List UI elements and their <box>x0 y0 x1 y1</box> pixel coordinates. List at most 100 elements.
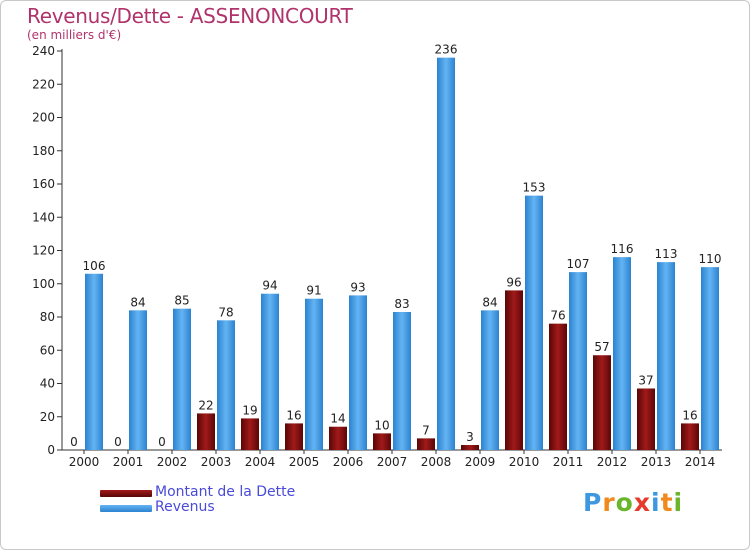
debt-bar-label: 76 <box>550 309 565 323</box>
legend-label-debt: Montant de la Dette <box>155 484 296 500</box>
debt-bar-label: 0 <box>70 435 78 449</box>
revenue-bar <box>129 310 147 450</box>
revenue-bar <box>217 320 235 450</box>
debt-bar-label: 57 <box>594 340 609 354</box>
revenue-bar-label: 84 <box>130 295 145 309</box>
revenue-bar <box>261 293 279 450</box>
revenue-bar <box>349 295 367 450</box>
revenue-bar-label: 107 <box>567 257 590 271</box>
debt-bar-label: 16 <box>682 408 697 422</box>
debt-bar-label: 16 <box>286 408 301 422</box>
logo-letter: r <box>602 488 616 517</box>
debt-bar <box>461 445 479 450</box>
x-tick-label: 2005 <box>289 455 320 469</box>
y-tick-label: 180 <box>32 144 55 158</box>
x-tick-label: 2010 <box>509 455 540 469</box>
revenue-bar <box>305 298 323 450</box>
logo-letter: x <box>633 488 651 517</box>
x-tick-label: 2000 <box>69 455 100 469</box>
revenue-bar-label: 85 <box>174 294 189 308</box>
proxiti-logo: Proxiti <box>583 488 683 517</box>
y-tick-label: 100 <box>32 277 55 291</box>
debt-bar-label: 19 <box>242 403 257 417</box>
y-tick-label: 120 <box>32 244 55 258</box>
revenue-bar-label: 113 <box>655 247 678 261</box>
logo-letter: i <box>651 488 661 517</box>
debt-bar <box>593 355 611 450</box>
revenue-bar-label: 106 <box>83 259 106 273</box>
debt-bar <box>241 418 259 450</box>
revenue-bar-label: 91 <box>306 284 321 298</box>
y-tick-label: 20 <box>40 410 55 424</box>
revenue-bar <box>657 262 675 450</box>
y-tick-label: 60 <box>40 343 55 357</box>
debt-bar <box>637 388 655 450</box>
debt-bar-label: 10 <box>374 418 389 432</box>
revenue-bar <box>437 57 455 451</box>
x-tick-label: 2011 <box>553 455 584 469</box>
y-tick-label: 160 <box>32 177 55 191</box>
y-tick-label: 0 <box>47 443 55 457</box>
logo-letter: i <box>673 488 684 517</box>
x-tick-label: 2001 <box>113 455 144 469</box>
debt-bar-label: 7 <box>422 423 430 437</box>
debt-bar-label: 0 <box>158 435 166 449</box>
y-tick-label: 220 <box>32 77 55 91</box>
logo-letter: t <box>660 488 674 517</box>
x-tick-label: 2012 <box>597 455 628 469</box>
revenue-bar <box>85 273 103 450</box>
debt-bar <box>681 423 699 450</box>
x-tick-label: 2007 <box>377 455 408 469</box>
debt-bar <box>285 423 303 450</box>
revenue-bar-label: 110 <box>699 252 722 266</box>
x-tick-label: 2013 <box>641 455 672 469</box>
debt-bar <box>373 433 391 450</box>
debt-bar-label: 14 <box>330 412 345 426</box>
x-tick-label: 2008 <box>421 455 452 469</box>
debt-bar-label: 96 <box>506 275 521 289</box>
revenue-bar-label: 78 <box>218 305 233 319</box>
legend-label-revenue: Revenus <box>155 499 215 515</box>
debt-bar <box>505 290 523 450</box>
revenue-bar-label: 236 <box>435 43 458 57</box>
x-tick-label: 2004 <box>245 455 276 469</box>
revenue-bar <box>613 257 631 450</box>
debt-bar <box>197 413 215 450</box>
logo-letter: P <box>583 488 603 517</box>
y-tick-label: 40 <box>40 377 55 391</box>
y-tick-label: 200 <box>32 111 55 125</box>
revenue-bar <box>701 267 719 450</box>
debt-bar <box>549 323 567 450</box>
debt-bar-label: 0 <box>114 435 122 449</box>
debt-bar-label: 37 <box>638 373 653 387</box>
x-tick-label: 2014 <box>685 455 716 469</box>
debt-bar-label: 3 <box>466 430 474 444</box>
y-tick-label: 240 <box>32 44 55 58</box>
x-tick-label: 2006 <box>333 455 364 469</box>
revenue-bar-label: 83 <box>394 297 409 311</box>
debt-bar <box>329 426 347 450</box>
chart-subtitle: (en milliers d'€) <box>27 28 122 42</box>
revenue-bar <box>481 310 499 450</box>
x-tick-label: 2009 <box>465 455 496 469</box>
legend-swatch-revenue <box>100 505 152 512</box>
revenue-bar-label: 84 <box>482 295 497 309</box>
x-tick-label: 2002 <box>157 455 188 469</box>
revenue-bar-label: 116 <box>611 242 634 256</box>
x-tick-label: 2003 <box>201 455 232 469</box>
chart-title: Revenus/Dette - ASSENONCOURT <box>27 4 353 28</box>
revenue-bar <box>569 272 587 450</box>
legend-swatch-debt <box>100 490 152 497</box>
revenue-bar-label: 153 <box>523 181 546 195</box>
logo-letter: o <box>615 488 634 517</box>
revenue-bar <box>525 195 543 450</box>
y-tick-label: 80 <box>40 310 55 324</box>
revenue-bar-label: 93 <box>350 280 365 294</box>
revenue-bar <box>173 308 191 450</box>
y-tick-label: 140 <box>32 210 55 224</box>
debt-bar-label: 22 <box>198 398 213 412</box>
revenue-bar-label: 94 <box>262 279 277 293</box>
revenue-bar <box>393 312 411 450</box>
debt-bar <box>417 438 435 450</box>
